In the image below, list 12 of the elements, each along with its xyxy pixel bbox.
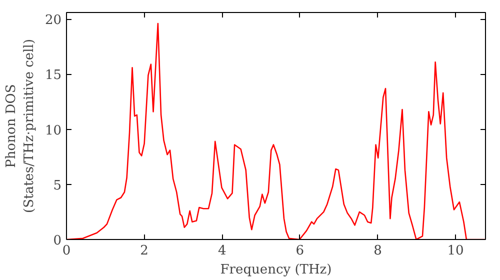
x-tick-label: 6 <box>296 244 304 258</box>
y-axis-title: Phonon DOS (States/THz·primitive cell) <box>4 38 37 213</box>
y-tick-label: 15 <box>44 68 62 84</box>
x-tick-label: 2 <box>140 244 148 258</box>
y-tick-label: 20 <box>44 13 62 28</box>
x-axis-title: Frequency (THz) <box>220 262 332 278</box>
y-tick-label: 10 <box>44 123 62 138</box>
x-tick-label: 8 <box>374 244 382 258</box>
x-tick-label: 10 <box>447 244 464 258</box>
y-tick-label: 0 <box>53 234 62 248</box>
y-tick-label: 5 <box>53 178 62 194</box>
x-tick-label: 4 <box>218 244 226 258</box>
